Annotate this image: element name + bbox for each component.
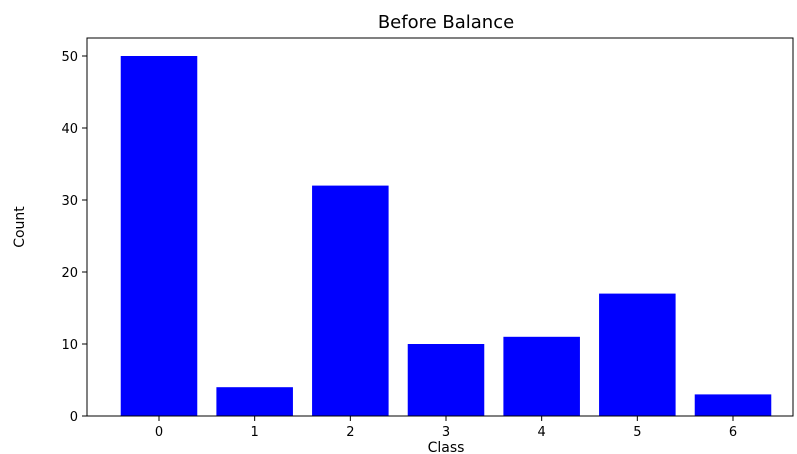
chart-title: Before Balance [378, 12, 514, 33]
x-tick-label: 1 [251, 425, 259, 440]
bars-group [120, 56, 772, 416]
y-tick-label: 0 [70, 410, 78, 425]
y-ticks-group: 0 10 20 30 40 50 [61, 50, 87, 425]
x-tick-label: 4 [538, 425, 546, 440]
y-axis-label: Count [12, 206, 28, 248]
y-tick-label: 30 [61, 194, 78, 209]
x-tick-label: 3 [442, 425, 450, 440]
bar-class-3 [407, 344, 485, 416]
y-tick-label: 50 [61, 50, 78, 65]
x-tick-label: 6 [729, 425, 737, 440]
bar-class-1 [216, 387, 293, 416]
bar-class-4 [503, 336, 580, 416]
y-tick-label: 10 [61, 338, 78, 353]
bar-class-6 [694, 394, 772, 416]
y-tick-label: 20 [61, 266, 78, 281]
y-tick-label: 40 [61, 122, 78, 137]
x-ticks-group: 0 1 2 3 4 5 6 [155, 416, 737, 440]
bar-class-2 [312, 185, 389, 416]
x-tick-label: 0 [155, 425, 163, 440]
bar-class-5 [599, 293, 676, 416]
plot-frame [86, 37, 794, 417]
x-axis-label: Class [428, 440, 465, 454]
x-tick-label: 5 [633, 425, 641, 440]
x-tick-label: 2 [346, 425, 354, 440]
bar-class-0 [120, 56, 198, 416]
